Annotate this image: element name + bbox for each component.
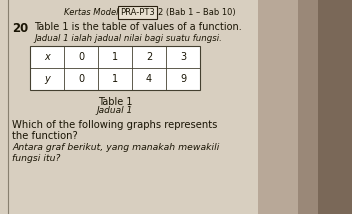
Text: 4: 4 [146,74,152,84]
Text: Which of the following graphs represents: Which of the following graphs represents [12,120,218,130]
Text: the function?: the function? [12,131,78,141]
Text: 20: 20 [12,22,28,35]
Text: Table 1: Table 1 [98,97,132,107]
Bar [258,0,352,214]
Text: 1: 1 [112,74,118,84]
Text: Jadual 1 ialah jadual nilai bagi suatu fungsi.: Jadual 1 ialah jadual nilai bagi suatu f… [34,34,222,43]
Text: 3: 3 [180,52,186,62]
Bar [298,0,352,214]
Text: x: x [44,52,50,62]
Text: 2 (Bab 1 – Bab 10): 2 (Bab 1 – Bab 10) [158,8,235,17]
Text: Antara graf berikut, yang manakah mewakili: Antara graf berikut, yang manakah mewaki… [12,143,219,152]
Text: Table 1 is the table of values of a function.: Table 1 is the table of values of a func… [34,22,242,32]
Text: fungsi itu?: fungsi itu? [12,154,61,163]
Text: Kertas Model: Kertas Model [63,8,118,17]
Text: 0: 0 [78,74,84,84]
Bar [30,46,200,90]
Text: Jadual 1: Jadual 1 [97,106,133,115]
Text: 2: 2 [146,52,152,62]
Text: y: y [44,74,50,84]
Text: 1: 1 [112,52,118,62]
Text: 0: 0 [78,52,84,62]
Text: PRA-PT3: PRA-PT3 [120,8,155,17]
Text: 9: 9 [180,74,186,84]
Bar [318,0,352,214]
